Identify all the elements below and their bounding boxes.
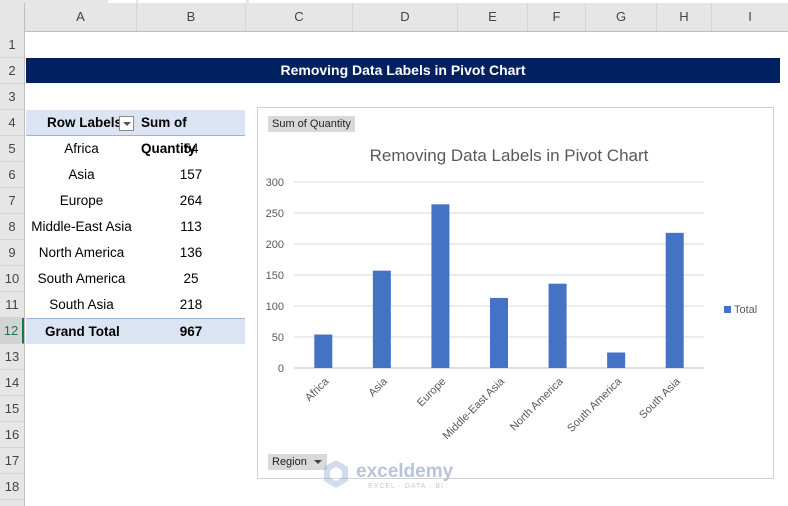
pivot-row-value: 25: [183, 271, 199, 286]
row-header-11[interactable]: 11: [0, 292, 24, 318]
x-category-label: Asia: [366, 375, 390, 399]
bar-asia: [372, 270, 391, 368]
column-header-g[interactable]: G: [586, 3, 657, 31]
pivot-row-value: 136: [179, 245, 203, 260]
bar-africa: [314, 334, 333, 368]
exceldemy-logo: exceldemy EXCEL · DATA · BI: [324, 460, 454, 490]
y-tick-label: 150: [266, 270, 284, 282]
chart-title: Removing Data Labels in Pivot Chart: [370, 146, 649, 165]
row-header-18[interactable]: 18: [0, 474, 24, 500]
exceldemy-watermark: exceldemy EXCEL · DATA · BI: [322, 458, 482, 492]
row-labels-filter-button[interactable]: [119, 116, 134, 131]
bar-south-asia: [665, 232, 684, 368]
region-field-button[interactable]: Region: [268, 454, 327, 470]
row-header-2[interactable]: 2: [0, 58, 24, 84]
row-header-13[interactable]: 13: [0, 344, 24, 370]
tab-edge: [249, 0, 788, 3]
tab-edge: [108, 0, 136, 3]
pivot-row-label: Europe: [59, 193, 104, 208]
pivot-header-row: Row Labels Sum of Quantity: [26, 110, 245, 156]
pivot-row-value: 157: [179, 167, 203, 182]
row-header-6[interactable]: 6: [0, 162, 24, 188]
chart-plot-svg: Removing Data Labels in Pivot Chart 0 50 10…: [266, 146, 758, 442]
row-header-9[interactable]: 9: [0, 240, 24, 266]
pivot-row-label: South Asia: [49, 297, 114, 312]
column-header-e[interactable]: E: [458, 3, 528, 31]
pivot-row-value: 264: [179, 193, 203, 208]
pivot-value-header: Sum of Quantity: [141, 115, 196, 156]
pivot-row-label: Middle-East Asia: [31, 219, 132, 234]
row-header-5[interactable]: 5: [0, 136, 24, 162]
bar-north-america: [548, 283, 567, 368]
row-header-3[interactable]: 3: [0, 84, 24, 110]
bar-europe: [431, 204, 450, 368]
row-header-4[interactable]: 4: [0, 110, 24, 136]
watermark-name: exceldemy: [356, 461, 454, 482]
watermark-tagline: EXCEL · DATA · BI: [368, 483, 444, 490]
y-tick-label: 100: [266, 301, 284, 313]
row-header-14[interactable]: 14: [0, 370, 24, 396]
row-header-16[interactable]: 16: [0, 422, 24, 448]
select-all-corner[interactable]: [0, 3, 25, 31]
x-category-label: Middle-East Asia: [441, 375, 508, 442]
legend-swatch: [724, 306, 731, 313]
pivot-row-value: 113: [180, 219, 202, 234]
pivot-row-label: South America: [37, 271, 126, 286]
pivot-row-label: Africa: [64, 141, 99, 156]
pivot-row-value: 218: [179, 297, 203, 312]
row-header-1[interactable]: 1: [0, 32, 24, 58]
legend-label: Total: [734, 304, 757, 316]
row-header-8[interactable]: 8: [0, 214, 24, 240]
pivot-row-value: 54: [183, 141, 199, 156]
row-header-bar: [0, 31, 25, 506]
column-header-f[interactable]: F: [528, 3, 586, 31]
column-header-d[interactable]: D: [353, 3, 458, 31]
column-header-h[interactable]: H: [657, 3, 712, 31]
column-header-bar: A B C D E F G H I: [0, 0, 788, 32]
x-category-label: North America: [508, 375, 566, 433]
grand-total-value: 967: [179, 324, 203, 339]
chevron-down-icon: [313, 460, 322, 464]
pivot-grand-total-row: Grand Total 967: [26, 318, 245, 344]
row-header-7[interactable]: 7: [0, 188, 24, 214]
column-header-i[interactable]: I: [748, 9, 752, 24]
pivot-row-label: Asia: [68, 167, 95, 182]
bar-south-america: [607, 352, 626, 368]
column-header-b[interactable]: B: [137, 3, 246, 31]
y-tick-label: 250: [266, 208, 284, 220]
y-tick-label: 200: [266, 239, 284, 251]
row-header-15[interactable]: 15: [0, 396, 24, 422]
bar-middle-east-asia: [490, 297, 508, 368]
sum-of-quantity-field-button[interactable]: Sum of Quantity: [268, 116, 355, 132]
banner-title[interactable]: Removing Data Labels in Pivot Chart: [26, 58, 780, 83]
column-header-a[interactable]: A: [25, 3, 137, 31]
y-tick-label: 0: [278, 363, 284, 375]
row-header-10[interactable]: 10: [0, 266, 24, 292]
y-tick-label: 300: [266, 177, 284, 189]
row-header-12[interactable]: 12: [0, 318, 24, 344]
x-category-label: South America: [565, 375, 625, 435]
tab-edge: [138, 0, 246, 3]
x-category-label: Europe: [415, 376, 449, 410]
pivot-chart[interactable]: Sum of Quantity Region Removing Data Lab…: [257, 107, 774, 479]
y-tick-label: 50: [272, 332, 284, 344]
pivot-row-labels-header: Row Labels: [47, 115, 123, 130]
row-header-17[interactable]: 17: [0, 448, 24, 474]
grand-total-label: Grand Total: [45, 324, 120, 339]
column-header-c[interactable]: C: [246, 3, 353, 31]
region-field-label: Region: [272, 456, 307, 468]
x-category-label: South Asia: [637, 375, 683, 421]
x-category-label: Africa: [303, 375, 332, 404]
pivot-row-label: North America: [38, 245, 125, 260]
